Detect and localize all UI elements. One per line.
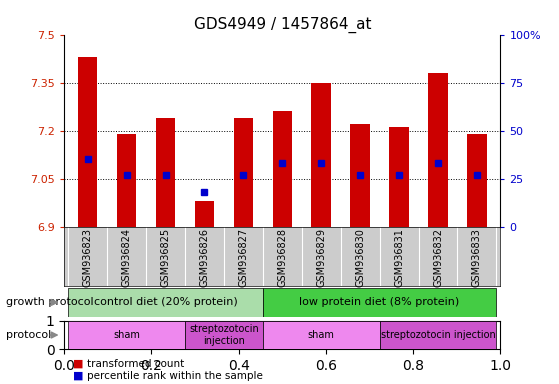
Text: GSM936823: GSM936823 bbox=[83, 228, 93, 287]
Text: streptozotocin
injection: streptozotocin injection bbox=[189, 324, 259, 346]
Bar bbox=[311, 83, 331, 227]
Text: GSM936833: GSM936833 bbox=[472, 228, 482, 287]
Text: control diet (20% protein): control diet (20% protein) bbox=[93, 297, 238, 308]
Text: growth protocol: growth protocol bbox=[6, 297, 93, 308]
Text: GSM936827: GSM936827 bbox=[238, 228, 248, 288]
Bar bbox=[156, 118, 175, 227]
Text: sham: sham bbox=[113, 330, 140, 340]
Bar bbox=[117, 134, 136, 227]
Bar bbox=[68, 288, 263, 317]
Bar bbox=[234, 118, 253, 227]
Text: low protein diet (8% protein): low protein diet (8% protein) bbox=[300, 297, 459, 308]
Text: transformed count: transformed count bbox=[87, 359, 184, 369]
Text: ■: ■ bbox=[73, 371, 83, 381]
Text: protocol: protocol bbox=[6, 330, 51, 340]
Title: GDS4949 / 1457864_at: GDS4949 / 1457864_at bbox=[193, 17, 371, 33]
Text: GSM936828: GSM936828 bbox=[277, 228, 287, 287]
Text: GSM936832: GSM936832 bbox=[433, 228, 443, 287]
Bar bbox=[68, 321, 185, 349]
Bar bbox=[390, 127, 409, 227]
Bar bbox=[78, 57, 97, 227]
Text: GSM936824: GSM936824 bbox=[121, 228, 131, 287]
Bar bbox=[263, 288, 496, 317]
Bar bbox=[263, 321, 380, 349]
Bar bbox=[350, 124, 370, 227]
Text: GSM936830: GSM936830 bbox=[355, 228, 365, 287]
Bar bbox=[273, 111, 292, 227]
Text: percentile rank within the sample: percentile rank within the sample bbox=[87, 371, 263, 381]
Text: GSM936829: GSM936829 bbox=[316, 228, 326, 287]
Text: GSM936831: GSM936831 bbox=[394, 228, 404, 287]
Bar bbox=[467, 134, 487, 227]
Bar bbox=[380, 321, 496, 349]
Text: GSM936825: GSM936825 bbox=[160, 228, 170, 288]
Text: ■: ■ bbox=[73, 359, 83, 369]
Bar bbox=[428, 73, 448, 227]
Text: GSM936826: GSM936826 bbox=[200, 228, 210, 287]
Text: sham: sham bbox=[308, 330, 335, 340]
Bar bbox=[195, 201, 214, 227]
Text: streptozotocin injection: streptozotocin injection bbox=[381, 330, 495, 340]
Bar bbox=[185, 321, 263, 349]
